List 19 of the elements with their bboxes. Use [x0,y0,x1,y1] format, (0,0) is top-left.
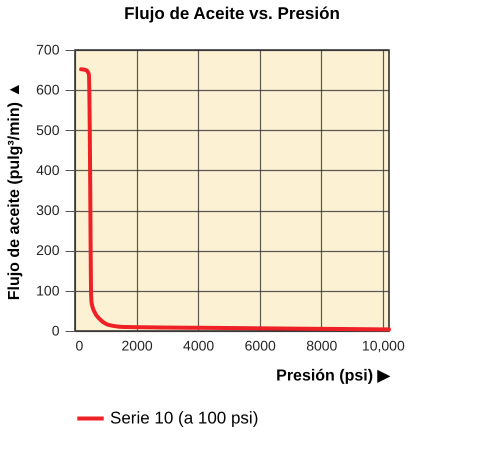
y-tick-label: 500 [36,122,60,138]
y-tick-label: 700 [36,42,60,58]
y-tick-label: 600 [36,82,60,98]
y-tick-label: 300 [36,202,60,218]
y-tick-label: 100 [36,282,60,298]
y-axis-title: Flujo de aceite (pulg³/min) ▲ [6,82,24,300]
x-tick-label: 6000 [244,338,276,354]
chart-title: Flujo de Aceite vs. Presión [124,4,340,23]
x-tick-label: 10,000 [362,338,405,354]
x-tick-label: 0 [76,338,84,354]
y-tick-label: 400 [36,162,60,178]
x-tick-label: 4000 [183,338,214,354]
x-tick-label: 8000 [306,338,338,354]
line-series [79,67,391,332]
x-tick-label: 2000 [121,338,153,354]
y-tick-label: 200 [36,242,60,258]
legend-label: Serie 10 (a 100 psi) [110,408,258,428]
x-axis-title: Presión (psi) ▶ [276,368,390,384]
y-tick-label: 0 [52,322,60,338]
